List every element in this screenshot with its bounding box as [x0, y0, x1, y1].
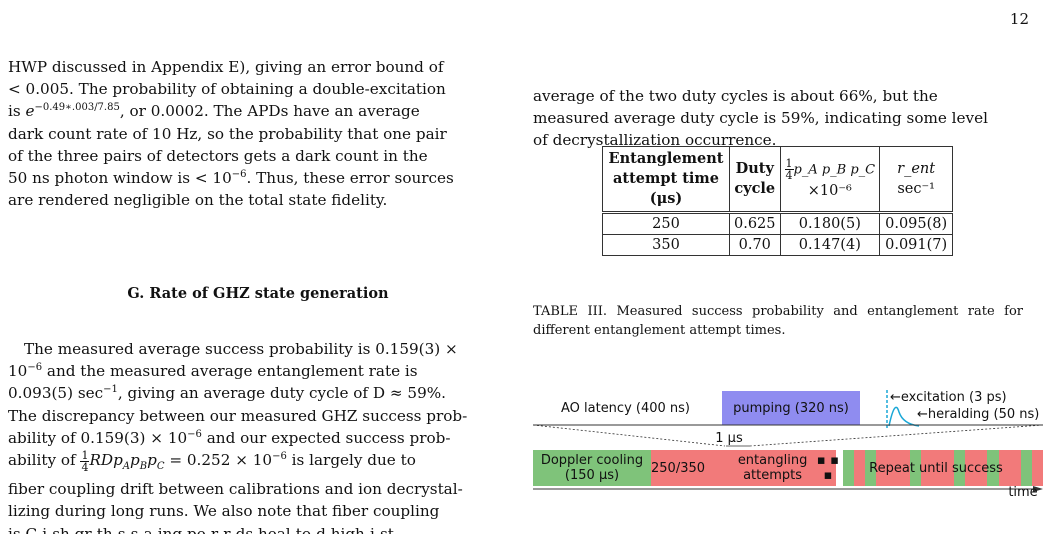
paragraph-error-bounds: HWP discussed in Appendix E), giving an … — [8, 58, 454, 210]
time-axis — [533, 486, 1043, 492]
table-row: 250 0.625 0.180(5) 0.095(8) — [602, 211, 954, 235]
header-attempt-time: Entanglement attempt time (μs) — [602, 146, 730, 213]
header-duty-cycle: Duty cycle — [729, 146, 781, 213]
one-microsecond-label: 1 μs — [715, 430, 743, 446]
heralding-label: ← heralding (50 ns) — [917, 406, 1040, 422]
entangling-attempts-segment: 250/350 entangling attempts — [651, 450, 836, 486]
excitation-label: ← excitation (3 ps) — [890, 389, 1007, 405]
results-table: Entanglement attempt time (μs) Duty cycl… — [602, 146, 954, 256]
page-number: 12 — [1009, 10, 1029, 28]
header-rate: r_ent sec⁻¹ — [879, 146, 954, 213]
left-column: HWP discussed in Appendix E), giving an … — [8, 56, 508, 211]
repeat-stripes — [843, 450, 1043, 486]
header-probability: 1 4 p_A p_B p_C ×10⁻⁶ — [779, 146, 881, 213]
section-heading: G. Rate of GHZ state generation — [127, 285, 389, 302]
timing-diagram: AO latency (400 ns) pumping (320 ns) ← e… — [533, 388, 1043, 503]
table-row: 350 0.70 0.147(4) 0.091(7) — [602, 234, 954, 256]
table-header-row: Entanglement attempt time (μs) Duty cycl… — [602, 146, 954, 213]
table-caption: TABLE III. Measured success probability … — [533, 304, 1023, 338]
paragraph-ghz-rate: The measured average success probability… — [8, 340, 468, 534]
time-axis-label: time — [1008, 484, 1038, 500]
repeat-label: Repeat until success — [869, 460, 1003, 476]
ao-latency-label: AO latency (400 ns) — [560, 400, 691, 416]
pumping-segment: pumping (320 ns) — [722, 391, 860, 425]
doppler-cooling-segment: Doppler cooling (150 μs) — [533, 450, 651, 486]
paragraph-duty-cycle: average of the two duty cycles is about … — [533, 87, 988, 150]
ellipsis: ▪ ▪ ▪ — [816, 453, 840, 483]
excitation-pulse-icon — [886, 390, 920, 428]
zoom-lines — [533, 424, 1043, 447]
